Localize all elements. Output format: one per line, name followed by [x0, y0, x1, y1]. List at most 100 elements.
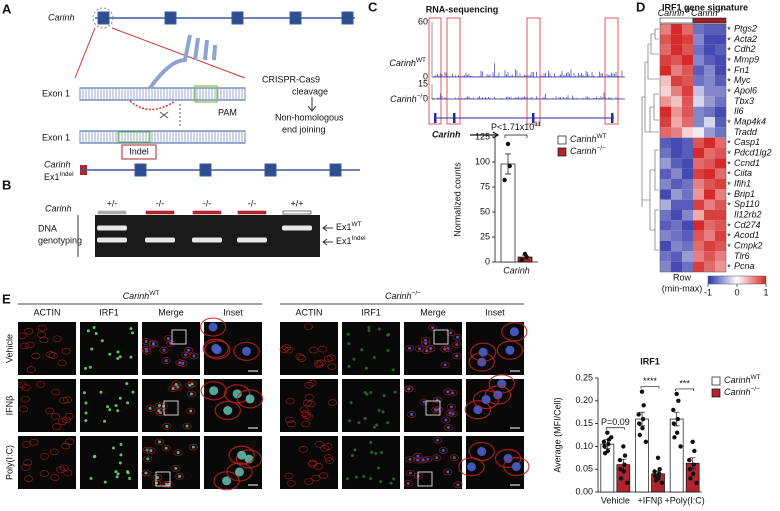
- nucleus: [421, 458, 425, 462]
- micrograph: [280, 322, 338, 375]
- cell: [318, 345, 328, 353]
- data-point: [690, 471, 696, 476]
- channel-label: Inset: [223, 307, 243, 317]
- heatmap-cell: [660, 210, 671, 221]
- channel-label: ACTIN: [34, 307, 61, 317]
- cell: [236, 389, 264, 409]
- cell: [186, 407, 196, 415]
- heatmap-cell: [682, 179, 693, 190]
- heatmap-cell: [682, 24, 693, 35]
- heatmap-cell: [660, 86, 671, 97]
- significance-star: *: [727, 201, 731, 211]
- heatmap-cell: [715, 65, 726, 76]
- cell: [141, 345, 151, 353]
- nucleus: [367, 326, 371, 330]
- nucleus: [446, 425, 450, 429]
- data-point: [519, 257, 524, 263]
- legend-label: CarinhWT: [724, 374, 761, 385]
- genotype: -/-: [203, 198, 212, 208]
- nucleus: [157, 404, 161, 408]
- nucleus: [148, 406, 152, 410]
- y-tick-label: 0.15: [575, 418, 593, 428]
- nucleus: [424, 341, 428, 345]
- nucleus: [188, 383, 192, 387]
- nucleus: [455, 343, 459, 347]
- heatmap-cell: [715, 34, 726, 45]
- gene-label: Ptgs2: [734, 24, 757, 34]
- nucleus: [393, 390, 397, 394]
- data-point: [601, 439, 607, 445]
- heatmap-cell: [693, 199, 704, 210]
- scissors: [159, 111, 169, 119]
- heatmap-cell: [693, 251, 704, 262]
- indel-label: Indel: [129, 146, 149, 156]
- gene-exon: [611, 113, 614, 123]
- zoom-box: [163, 400, 179, 416]
- heatmap-cell: [682, 241, 693, 252]
- band-label: Ex1Indel: [336, 235, 366, 246]
- text-sup: WT: [352, 221, 362, 228]
- cell: [17, 332, 27, 340]
- nucleus: [100, 339, 104, 343]
- heatmap-cell: [671, 55, 682, 66]
- data-point: [657, 467, 662, 472]
- data-point: [639, 389, 645, 394]
- gene-label: Myc: [734, 75, 751, 85]
- significance-star: *: [727, 56, 731, 66]
- nucleus: [164, 446, 168, 450]
- nucleus: [144, 471, 148, 475]
- significance-star: *: [727, 159, 731, 169]
- heatmap-cell: [671, 44, 682, 55]
- heatmap-cell: [660, 24, 671, 35]
- cell: [284, 346, 294, 354]
- guide-rna: [117, 34, 218, 143]
- data-point: [622, 462, 627, 467]
- heatmap-cell: [693, 148, 704, 159]
- channel-label: IRF1: [99, 307, 119, 317]
- nucleus: [451, 391, 455, 395]
- nucleus: [165, 424, 169, 428]
- heatmap-cell: [693, 117, 704, 128]
- heatmap-cell: [715, 86, 726, 97]
- gel-band: [282, 225, 312, 231]
- significance-star: *: [727, 232, 731, 242]
- cell: [31, 352, 41, 360]
- text-sup: WT: [597, 133, 607, 140]
- gene-label: Cdh2: [734, 44, 756, 54]
- nucleus: [184, 353, 188, 357]
- nucleus: [191, 445, 195, 449]
- significance-bracket: [675, 388, 695, 391]
- cell: [403, 480, 413, 487]
- track-label: CarinhWT: [389, 57, 426, 68]
- nucleus: [162, 348, 166, 352]
- data-point: [674, 391, 679, 397]
- cell: [432, 396, 442, 404]
- chart-title: IRF1: [640, 356, 660, 366]
- heatmap-cell: [671, 137, 682, 148]
- nucleus: [158, 440, 162, 444]
- heatmap-cell: [660, 75, 671, 86]
- cell: [286, 480, 296, 487]
- y-axis-label: Normalized counts: [452, 162, 462, 237]
- heatmap-cell: [715, 241, 726, 252]
- cell: [324, 454, 334, 461]
- cell: [155, 438, 165, 446]
- cell: [37, 331, 47, 339]
- cell: [182, 422, 192, 430]
- gene-label: Tbx3: [734, 96, 754, 106]
- band-arrows: [322, 224, 333, 246]
- nucleus: [416, 458, 420, 462]
- allele-gene: Carinh: [44, 159, 71, 169]
- significance-star: *: [727, 77, 731, 87]
- heatmap-cell: [693, 158, 704, 169]
- heatmap-cell: [704, 117, 715, 128]
- gene-label: Sp110: [734, 199, 759, 209]
- genotype: -/-: [248, 198, 257, 208]
- gene-exon: [453, 113, 456, 123]
- y-tick-label: 75: [480, 181, 490, 191]
- cell: [405, 344, 415, 352]
- x-tick-label: +IFNβ: [638, 495, 663, 505]
- legend-label: Carinh−/−: [724, 386, 760, 397]
- genotype: +/+: [290, 198, 303, 208]
- heatmap-cell: [682, 55, 693, 66]
